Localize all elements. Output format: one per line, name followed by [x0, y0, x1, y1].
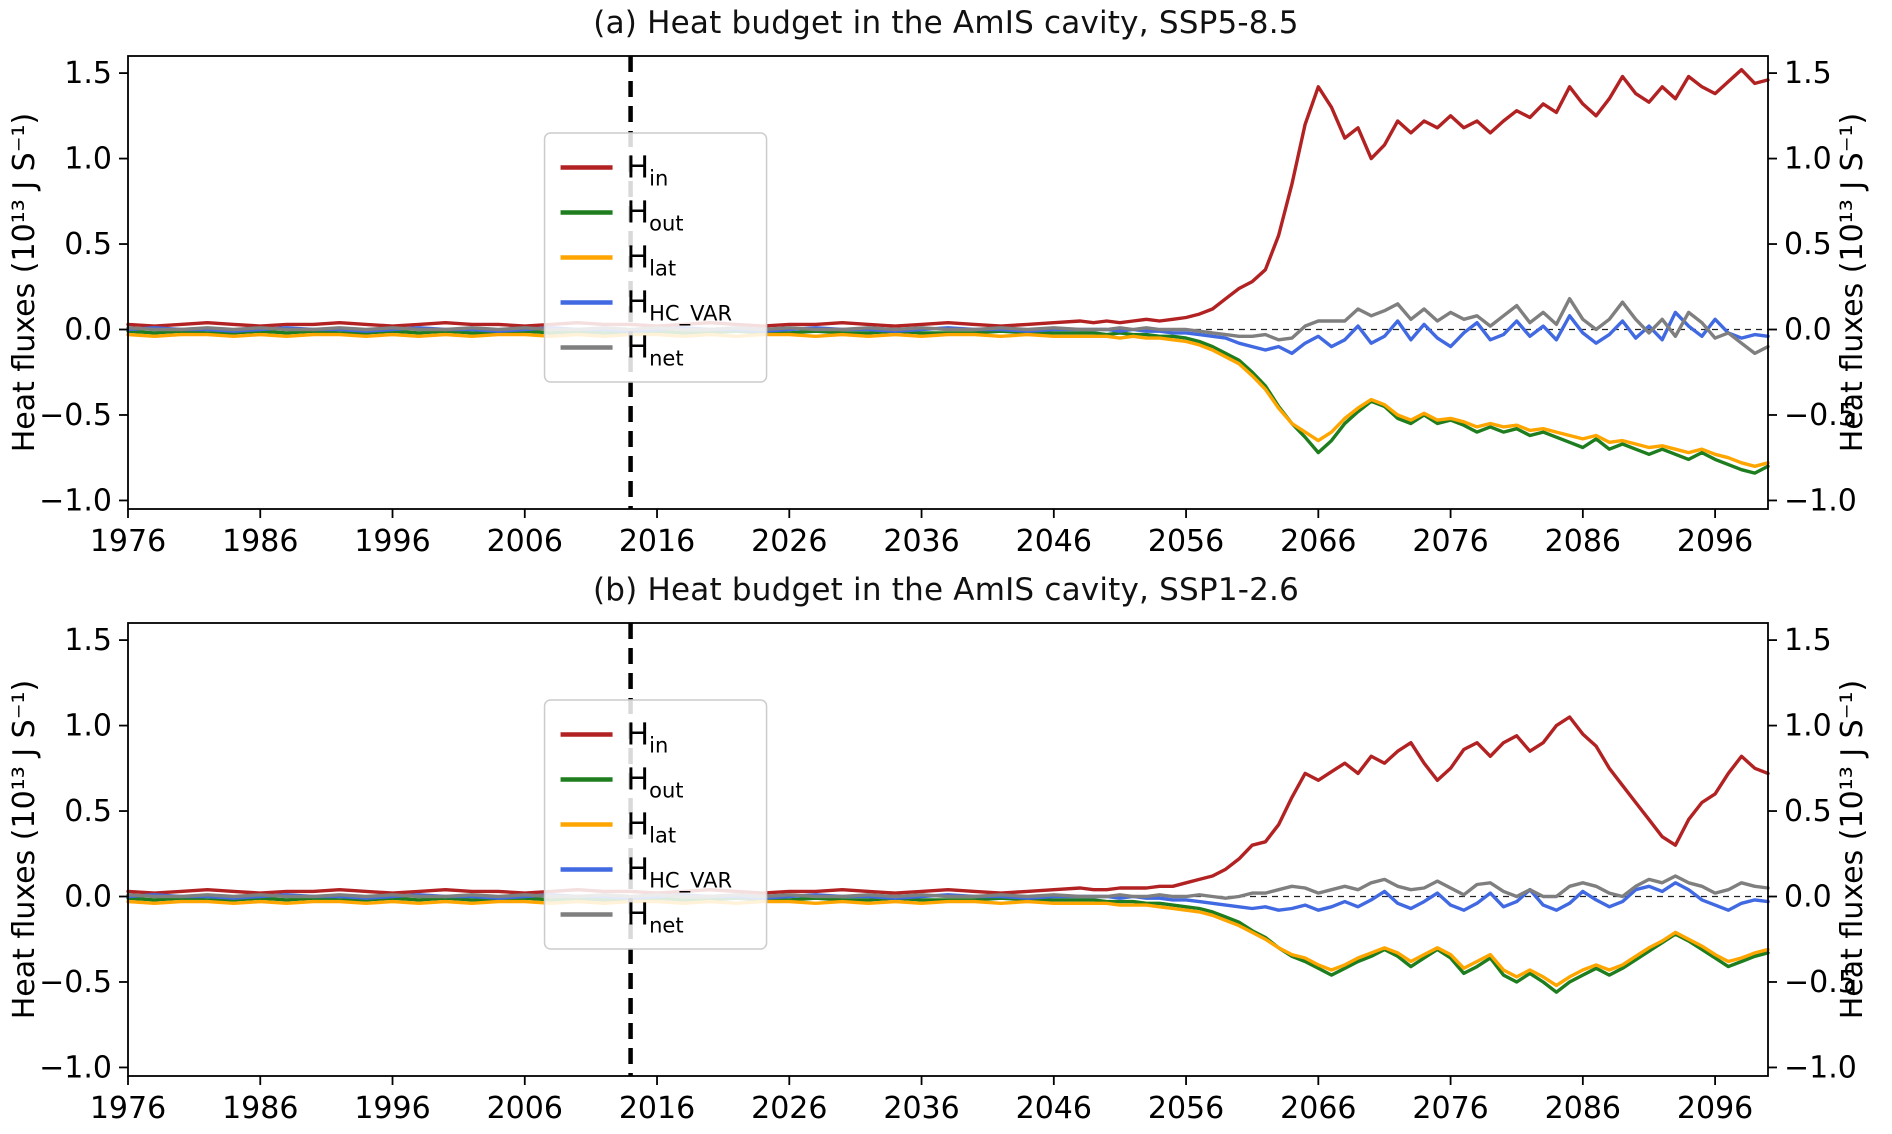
legend-label-H_in: Hin — [627, 718, 669, 758]
y-tick-label-left: −0.5 — [39, 398, 112, 433]
y-axis-label-right: Heat fluxes (10¹³ J S⁻¹) — [1835, 680, 1870, 1020]
y-tick-label-left: 0.0 — [64, 313, 112, 348]
x-tick-label: 2066 — [1280, 524, 1356, 559]
series-line-H_in — [126, 715, 1770, 895]
y-tick-label-right: −0.5 — [1784, 965, 1857, 1000]
legend-label-H_HC_VAR: HHC_VAR — [627, 853, 733, 894]
x-tick-label: 1976 — [90, 1091, 166, 1126]
x-tick-label: 2096 — [1677, 524, 1753, 559]
y-tick-label-right: −1.0 — [1784, 483, 1857, 518]
y-tick-label-left: 0.0 — [64, 880, 112, 915]
y-tick-label-left: 1.0 — [64, 142, 112, 177]
plot-frame — [127, 622, 1769, 1077]
x-tick-label: 2026 — [751, 524, 827, 559]
legend-label-H_lat: Hlat — [627, 241, 677, 281]
x-tick-label: 2016 — [619, 524, 695, 559]
x-tick-label: 2086 — [1545, 524, 1621, 559]
legend-box — [543, 132, 768, 383]
series-line-H_out — [126, 329, 1770, 475]
y-tick-label-left: 0.5 — [64, 227, 112, 262]
legend-label-H_out: Hout — [627, 763, 684, 803]
x-tick-label: 1996 — [354, 1091, 430, 1126]
series-line-H_lat — [126, 332, 1770, 468]
x-tick-label: 1996 — [354, 524, 430, 559]
y-tick-label-left: 1.5 — [64, 56, 112, 91]
y-tick-label-right: 0.5 — [1784, 227, 1832, 262]
x-tick-label: 2036 — [883, 1091, 959, 1126]
y-tick-label-right: 0.5 — [1784, 794, 1832, 829]
y-tick-label-left: 1.0 — [64, 709, 112, 744]
y-tick-label-right: 1.0 — [1784, 709, 1832, 744]
y-axis-label-left: Heat fluxes (10¹³ J S⁻¹) — [7, 113, 42, 453]
x-tick-label: 2006 — [487, 524, 563, 559]
x-tick-label: 2036 — [883, 524, 959, 559]
x-tick-label: 1986 — [222, 524, 298, 559]
legend-label-H_net: Hnet — [627, 331, 684, 371]
legend-label-H_net: Hnet — [627, 898, 684, 938]
x-tick-label: 1976 — [90, 524, 166, 559]
x-tick-label: 2046 — [1016, 524, 1092, 559]
series-line-H_in — [126, 68, 1770, 328]
heat-budget-chart-ssp585: 1976 1986 1996 2006 2016 2026 2036 2046 2056 2066… — [7, 55, 1870, 559]
y-tick-label-left: −1.0 — [39, 483, 112, 518]
x-tick-label: 2086 — [1545, 1091, 1621, 1126]
x-tick-label: 1986 — [222, 1091, 298, 1126]
y-tick-label-right: −1.0 — [1784, 1050, 1857, 1085]
legend-label-H_HC_VAR: HHC_VAR — [627, 286, 733, 327]
x-tick-label: 2026 — [751, 1091, 827, 1126]
y-tick-label-right: 1.5 — [1784, 623, 1832, 658]
y-tick-label-right: 1.0 — [1784, 142, 1832, 177]
legend-label-H_in: Hin — [627, 151, 669, 191]
y-tick-label-right: 0.0 — [1784, 313, 1832, 348]
x-tick-label: 2016 — [619, 1091, 695, 1126]
heat-budget-chart-ssp126: 1976 1986 1996 2006 2016 2026 2036 2046 2056 2066… — [7, 622, 1870, 1126]
panel-a: (a) Heat budget in the AmIS cavity, SSP5… — [7, 5, 1870, 559]
y-axis-label-right: Heat fluxes (10¹³ J S⁻¹) — [1835, 113, 1870, 453]
panel-b: (b) Heat budget in the AmIS cavity, SSP1… — [0, 567, 1892, 1134]
x-tick-label: 2056 — [1148, 1091, 1224, 1126]
chart-title-b: (b) Heat budget in the AmIS cavity, SSP1… — [592, 572, 1300, 608]
x-tick-label: 2076 — [1412, 1091, 1488, 1126]
y-axis-label-left: Heat fluxes (10¹³ J S⁻¹) — [7, 680, 42, 1020]
y-tick-label-left: 1.5 — [64, 623, 112, 658]
y-tick-label-left: −0.5 — [39, 965, 112, 1000]
legend-label-H_out: Hout — [627, 196, 684, 236]
y-tick-label-right: 1.5 — [1784, 56, 1832, 91]
plot-frame — [127, 55, 1769, 510]
y-tick-label-right: −0.5 — [1784, 398, 1857, 433]
legend-label-H_lat: Hlat — [627, 808, 677, 848]
x-tick-label: 2056 — [1148, 524, 1224, 559]
x-tick-label: 2096 — [1677, 1091, 1753, 1126]
y-tick-label-left: 0.5 — [64, 794, 112, 829]
series-line-H_lat — [126, 899, 1770, 988]
y-tick-label-right: 0.0 — [1784, 880, 1832, 915]
series-line-H_net — [126, 874, 1770, 900]
x-tick-label: 2076 — [1412, 524, 1488, 559]
series-line-H_net — [126, 297, 1770, 356]
x-tick-label: 2046 — [1016, 1091, 1092, 1126]
x-tick-label: 2066 — [1280, 1091, 1356, 1126]
x-tick-label: 2006 — [487, 1091, 563, 1126]
y-tick-label-left: −1.0 — [39, 1050, 112, 1085]
chart-title-a: (a) Heat budget in the AmIS cavity, SSP5… — [593, 5, 1299, 41]
legend-box — [543, 699, 768, 950]
series-line-H_out — [126, 896, 1770, 994]
